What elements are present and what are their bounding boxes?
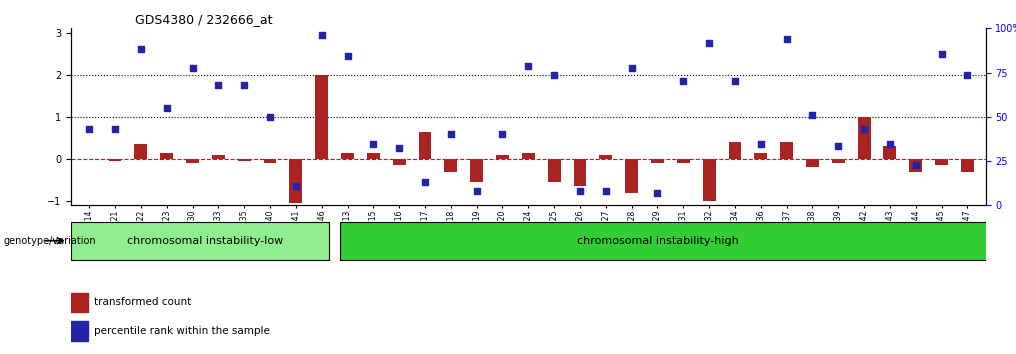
Text: chromosomal instability-low: chromosomal instability-low [127,236,283,246]
Point [649,190,665,195]
Point [417,179,433,185]
Point [288,183,304,189]
Point [314,32,330,38]
Point [81,127,98,132]
Point [546,72,562,78]
Bar [677,159,690,163]
Bar [703,159,715,201]
Bar [470,159,484,182]
Bar [884,146,896,159]
Bar [806,159,819,167]
FancyBboxPatch shape [339,222,994,260]
Point [365,141,381,147]
Bar [212,155,225,159]
Text: chromosomal instability-high: chromosomal instability-high [577,236,739,246]
Point [726,78,743,84]
Bar [754,153,767,159]
Point [805,112,821,118]
Point [572,188,588,193]
Bar [263,159,276,163]
Point [753,141,769,147]
Bar [71,293,87,312]
Bar [858,117,871,159]
Bar [290,159,303,203]
Bar [522,153,534,159]
Bar [315,75,328,159]
Text: GDS4380 / 232666_at: GDS4380 / 232666_at [135,13,272,26]
Bar [186,159,199,163]
Point [339,53,356,58]
Point [934,51,950,56]
Point [676,78,692,84]
Point [624,65,640,71]
Point [701,40,717,46]
Point [210,82,227,88]
Point [495,131,511,137]
Bar [909,159,923,172]
Bar [134,144,147,159]
FancyBboxPatch shape [71,222,329,260]
Bar [599,155,613,159]
Point [107,127,123,132]
Point [520,63,536,69]
Point [882,141,898,147]
Text: percentile rank within the sample: percentile rank within the sample [93,326,270,336]
Bar [625,159,638,193]
Bar [393,159,405,165]
Point [830,143,846,149]
Bar [935,159,948,165]
Bar [109,159,122,161]
Bar [728,142,742,159]
Point [443,131,459,137]
Point [907,162,924,168]
Bar [780,142,793,159]
Bar [573,159,586,186]
Bar [961,159,974,172]
Point [959,72,975,78]
Bar [548,159,561,182]
Bar [341,153,354,159]
Point [184,65,200,71]
Bar [651,159,663,163]
Point [262,114,278,120]
Text: transformed count: transformed count [93,297,191,307]
Bar [832,159,844,163]
Bar [161,153,173,159]
Bar [71,321,87,341]
Point [778,36,795,42]
Point [856,127,873,132]
Bar [238,159,251,161]
Point [236,82,252,88]
Bar [419,132,432,159]
Point [158,105,175,111]
Text: genotype/variation: genotype/variation [4,236,97,246]
Point [133,47,149,52]
Point [597,188,614,193]
Bar [496,155,509,159]
Bar [444,159,457,172]
Point [391,145,407,151]
Bar [367,153,380,159]
Point [468,188,485,193]
